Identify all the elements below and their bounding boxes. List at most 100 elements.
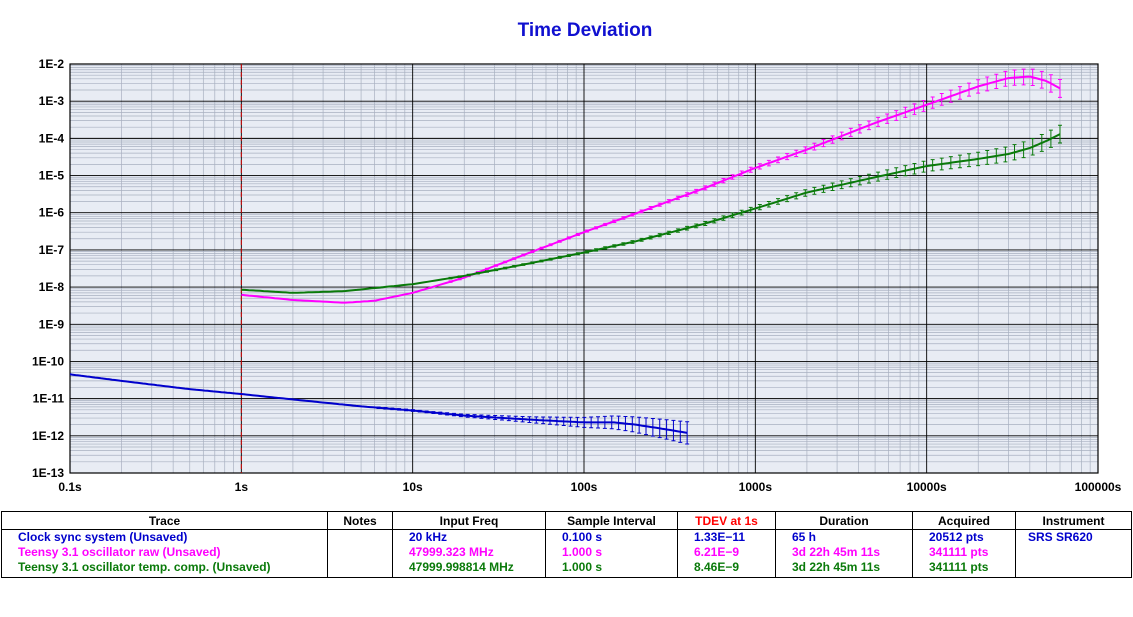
error-bar bbox=[721, 215, 726, 221]
tdev-cell: 6.21E−9 bbox=[677, 545, 776, 560]
y-tick-label: 1E-4 bbox=[39, 131, 65, 145]
error-bar bbox=[539, 259, 544, 263]
x-tick-label: 1000s bbox=[739, 480, 773, 494]
error-bar bbox=[623, 415, 628, 432]
axis-tick-labels: 0.1s 1s 10s 100s 1000s 10000s 100000s 1E-13 1E-1… bbox=[32, 57, 1122, 494]
error-bar bbox=[1039, 134, 1044, 152]
tdev-chart: Time Deviation 0.1s 1s 10s 100s 1000s 10000s 1… bbox=[32, 20, 1122, 494]
error-bar bbox=[912, 162, 917, 175]
plot-area bbox=[69, 63, 1099, 474]
y-tick-label: 1E-11 bbox=[33, 392, 65, 406]
error-bar bbox=[630, 416, 635, 433]
legend-row-teensy-temp-comp[interactable]: Teensy 3.1 oscillator temp. comp. (Unsav… bbox=[1, 560, 1132, 578]
error-bar bbox=[857, 175, 862, 186]
error-bar bbox=[575, 252, 580, 256]
error-bar bbox=[894, 110, 899, 121]
error-bar bbox=[616, 415, 621, 431]
error-bar bbox=[1048, 74, 1053, 93]
error-bar bbox=[866, 173, 871, 184]
error-bar bbox=[648, 206, 653, 210]
error-bar bbox=[503, 260, 508, 264]
error-bar bbox=[666, 199, 671, 204]
error-bar bbox=[939, 93, 944, 106]
error-bar bbox=[848, 127, 853, 137]
error-bar bbox=[930, 159, 935, 172]
error-bar bbox=[637, 416, 642, 434]
col-trace[interactable]: Trace bbox=[1, 511, 328, 530]
series-1 bbox=[241, 68, 1062, 304]
error-bar bbox=[465, 413, 470, 418]
error-bar bbox=[985, 76, 990, 92]
error-bar bbox=[657, 202, 662, 207]
error-bar bbox=[457, 275, 462, 278]
error-bar bbox=[457, 277, 462, 281]
error-bar bbox=[557, 255, 562, 259]
col-instrument[interactable]: Instrument bbox=[1015, 511, 1132, 530]
col-acquired[interactable]: Acquired bbox=[912, 511, 1016, 530]
error-bar bbox=[657, 418, 662, 439]
error-bar bbox=[566, 254, 571, 258]
legend-row-teensy-raw[interactable]: Teensy 3.1 oscillator raw (Unsaved) 4799… bbox=[1, 545, 1132, 560]
error-bar bbox=[596, 416, 601, 429]
col-notes[interactable]: Notes bbox=[327, 511, 393, 530]
error-bar bbox=[404, 408, 409, 412]
col-input-freq[interactable]: Input Freq bbox=[392, 511, 546, 530]
error-bar bbox=[438, 411, 443, 415]
error-bar bbox=[685, 192, 690, 197]
error-bar bbox=[594, 226, 599, 230]
duration-cell: 65 h bbox=[775, 529, 913, 545]
y-tick-label: 1E-13 bbox=[32, 466, 64, 480]
error-bar bbox=[730, 174, 735, 180]
y-tick-label: 1E-7 bbox=[39, 243, 65, 257]
error-bar bbox=[554, 416, 559, 426]
error-bar bbox=[484, 270, 489, 273]
error-bar bbox=[939, 157, 944, 171]
error-bar bbox=[885, 113, 890, 124]
error-bar bbox=[671, 419, 676, 442]
error-bar bbox=[694, 223, 699, 229]
col-tdev-at-1s[interactable]: TDEV at 1s bbox=[677, 511, 776, 530]
error-bar bbox=[1021, 68, 1026, 86]
error-bar bbox=[766, 201, 771, 208]
error-bar bbox=[1003, 70, 1008, 87]
error-bar bbox=[541, 416, 546, 425]
error-bar bbox=[561, 416, 566, 426]
input-freq-cell: 47999.323 MHz bbox=[392, 545, 546, 560]
error-bar bbox=[650, 418, 655, 437]
error-bar bbox=[685, 421, 690, 445]
error-bar bbox=[466, 273, 471, 277]
error-bar bbox=[548, 243, 553, 247]
legend-row-clock-sync[interactable]: Clock sync system (Unsaved) 20 kHz 0.100… bbox=[1, 529, 1132, 545]
error-bar bbox=[664, 419, 669, 440]
error-bar bbox=[739, 209, 744, 216]
error-bar bbox=[903, 106, 908, 118]
error-bar bbox=[566, 236, 571, 240]
acquired-cell: 341111 pts bbox=[912, 545, 1016, 560]
trace-name: Clock sync system (Unsaved) bbox=[1, 529, 328, 545]
error-bar bbox=[739, 170, 744, 177]
plot-border bbox=[69, 63, 1099, 474]
error-bar bbox=[967, 82, 972, 97]
notes-cell bbox=[327, 560, 393, 578]
error-bar bbox=[639, 209, 644, 214]
error-bar bbox=[948, 156, 953, 170]
error-bar bbox=[448, 280, 453, 283]
error-bar bbox=[539, 246, 544, 250]
error-bar bbox=[513, 415, 518, 422]
series-0 bbox=[69, 373, 690, 445]
col-sample-interval[interactable]: Sample Interval bbox=[545, 511, 678, 530]
error-bar bbox=[921, 160, 926, 173]
col-duration[interactable]: Duration bbox=[775, 511, 913, 530]
error-bar bbox=[866, 120, 871, 131]
error-bar bbox=[839, 131, 844, 141]
error-bar bbox=[479, 414, 484, 419]
error-bar bbox=[894, 167, 899, 179]
error-bar bbox=[703, 185, 708, 191]
error-bar bbox=[494, 264, 499, 267]
error-bar bbox=[812, 186, 817, 195]
error-bar bbox=[582, 416, 587, 428]
error-bar bbox=[848, 178, 853, 188]
error-bar bbox=[520, 415, 525, 423]
error-bar bbox=[712, 218, 717, 224]
legend-header-row: Trace Notes Input Freq Sample Interval T… bbox=[1, 511, 1132, 530]
